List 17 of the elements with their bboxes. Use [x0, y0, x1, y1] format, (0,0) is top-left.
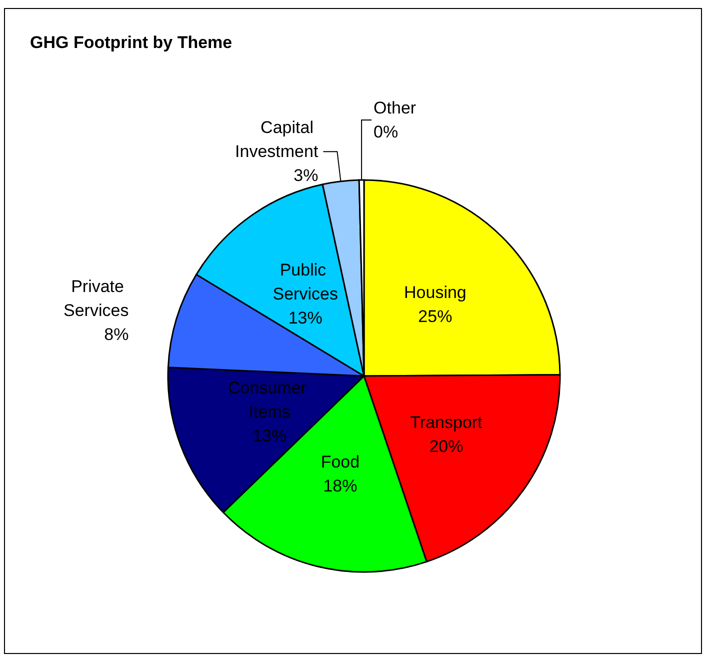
data-label: 13% [288, 308, 322, 328]
slice-label: Capital Investment [235, 118, 318, 162]
data-label: 13% [252, 426, 287, 446]
slice-label: Public Services [272, 260, 338, 304]
slice-label: Food [320, 452, 360, 472]
slice-label: Transport [410, 413, 483, 432]
data-label: 8% [104, 324, 129, 344]
data-label: 0% [374, 122, 398, 142]
slice-label: Consumer Items [228, 378, 312, 422]
slice-label: Other [374, 98, 416, 118]
data-label: 20% [429, 437, 464, 456]
data-label: 25% [418, 306, 452, 326]
slice-label: Housing [404, 282, 466, 302]
chart-title: GHG Footprint by Theme [30, 33, 232, 52]
data-label: 18% [323, 476, 358, 496]
slice-label: Private Services [64, 276, 129, 320]
data-label: 3% [294, 166, 318, 186]
